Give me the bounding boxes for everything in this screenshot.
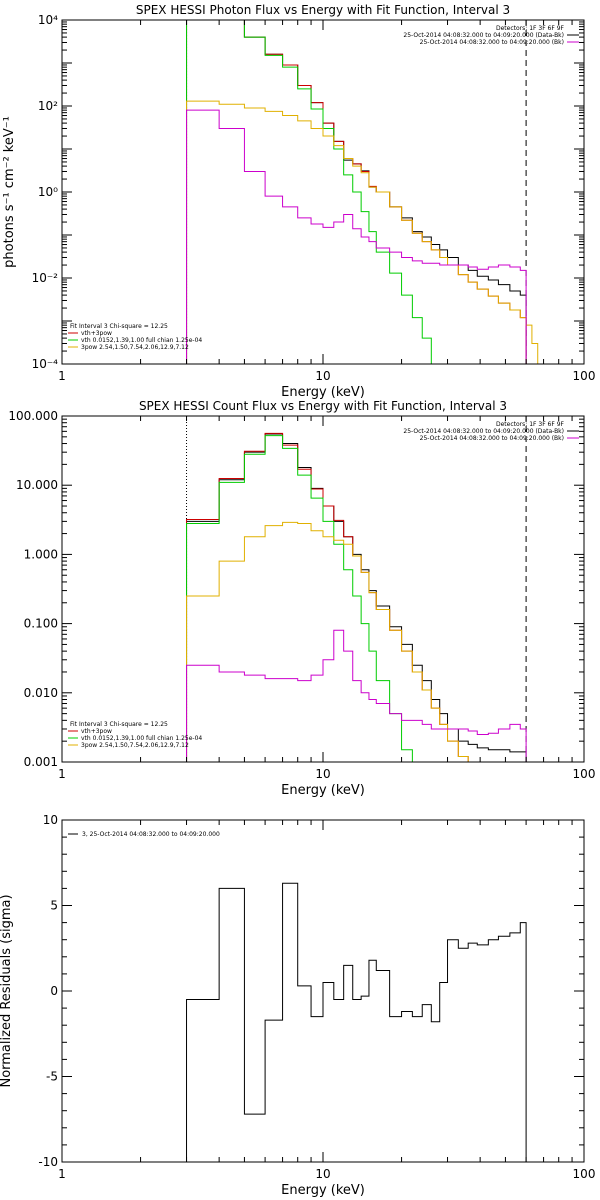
series-line-1 — [186, 882, 527, 1162]
y-tick-label: 5 — [50, 899, 58, 913]
series-line-1 — [186, 433, 527, 762]
x-axis-label: Energy (keV) — [281, 1183, 365, 1198]
x-tick-label: 1 — [58, 369, 66, 383]
y-tick-label: 10² — [38, 99, 58, 113]
y-tick-label: 0.001 — [24, 755, 58, 769]
info-text: Detectors: 1F 3F 6F 9F — [496, 421, 565, 428]
plot-area — [186, 882, 527, 1162]
info-text: Detectors: 1F 3F 6F 9F — [496, 25, 565, 32]
x-tick-label: 1 — [58, 767, 66, 781]
legend-entry: 3pow 2.54,1.50,7.54,2.06,12.9,7.12 — [81, 344, 189, 351]
x-tick-label: 10 — [315, 767, 330, 781]
x-tick-label: 10 — [315, 1167, 330, 1181]
chart-panel-1: SPEX HESSI Photon Flux vs Energy with Fi… — [2, 3, 595, 400]
y-tick-label: -5 — [46, 1070, 58, 1084]
info-text: 25-Oct-2014 04:08:32.000 to 04:09:20.000… — [403, 32, 564, 39]
chart-panel-2: SPEX HESSI Count Flux vs Energy with Fit… — [8, 399, 595, 798]
axes-frame — [61, 415, 585, 763]
y-tick-label: 0.100 — [24, 617, 58, 631]
axes-frame — [61, 19, 585, 365]
x-tick-label: 1 — [58, 1167, 66, 1181]
info-text: 25-Oct-2014 04:08:32.000 to 04:09:20.000… — [420, 39, 564, 46]
series-line-3 — [186, 20, 448, 364]
x-tick-label: 100 — [573, 369, 596, 383]
y-tick-label: 100.000 — [8, 409, 58, 423]
series-line-5 — [186, 629, 527, 762]
legend-title: Fit Interval 3 Chi-square = 12.25 — [70, 721, 168, 728]
y-tick-label: 10⁻² — [32, 271, 59, 285]
chart-title: SPEX HESSI Photon Flux vs Energy with Fi… — [136, 3, 510, 17]
plot-area — [186, 416, 527, 762]
series-line-4 — [186, 521, 527, 762]
y-tick-label: 10⁻⁴ — [32, 357, 59, 371]
y-tick-label: 10 — [43, 813, 58, 827]
chart-title: SPEX HESSI Count Flux vs Energy with Fit… — [139, 399, 507, 413]
info-text: 25-Oct-2014 04:08:32.000 to 04:09:20.000… — [420, 435, 564, 442]
legend-entry: vth 0.0152,1.39,1.00 full chian 1.25e-04 — [81, 337, 202, 344]
y-tick-label: -10 — [38, 1155, 58, 1169]
legend-entry: vth 0.0152,1.39,1.00 full chian 1.25e-04 — [81, 735, 202, 742]
legend-title: Fit Interval 3 Chi-square = 12.25 — [70, 323, 168, 330]
y-tick-label: 10.000 — [16, 478, 58, 492]
x-axis-label: Energy (keV) — [281, 783, 365, 798]
info-text: 25-Oct-2014 04:08:32.000 to 04:09:20.000… — [403, 428, 564, 435]
x-tick-label: 10 — [315, 369, 330, 383]
legend-entry: vth+3pow — [81, 728, 112, 735]
x-tick-label: 100 — [573, 767, 596, 781]
plot-area — [186, 20, 544, 364]
y-tick-label: 1.000 — [24, 547, 58, 561]
y-tick-label: 10⁰ — [38, 185, 58, 199]
legend-entry: 3pow 2.54,1.50,7.54,2.06,12.9,7.12 — [81, 742, 189, 749]
y-axis-label: photons s⁻¹ cm⁻² keV⁻¹ — [2, 116, 17, 268]
y-tick-label: 10⁴ — [38, 13, 58, 27]
series-line-4 — [186, 100, 544, 364]
y-tick-label: 0 — [50, 984, 58, 998]
y-tick-label: 0.010 — [24, 686, 58, 700]
chart-panel-3: 1 10 100 Energy (keV) -10 -5 0 5 10 Normalized Re… — [0, 813, 595, 1198]
x-tick-label: 100 — [573, 1167, 596, 1181]
legend-entry: 3, 25-Oct-2014 04:08:32.000 to 04:09:20.… — [82, 831, 220, 838]
series-line-3 — [186, 435, 423, 762]
series-line-5 — [186, 109, 527, 364]
y-axis-label: Normalized Residuals (sigma) — [0, 894, 14, 1087]
legend-entry: vth+3pow — [81, 330, 112, 337]
x-axis-label: Energy (keV) — [281, 385, 365, 400]
